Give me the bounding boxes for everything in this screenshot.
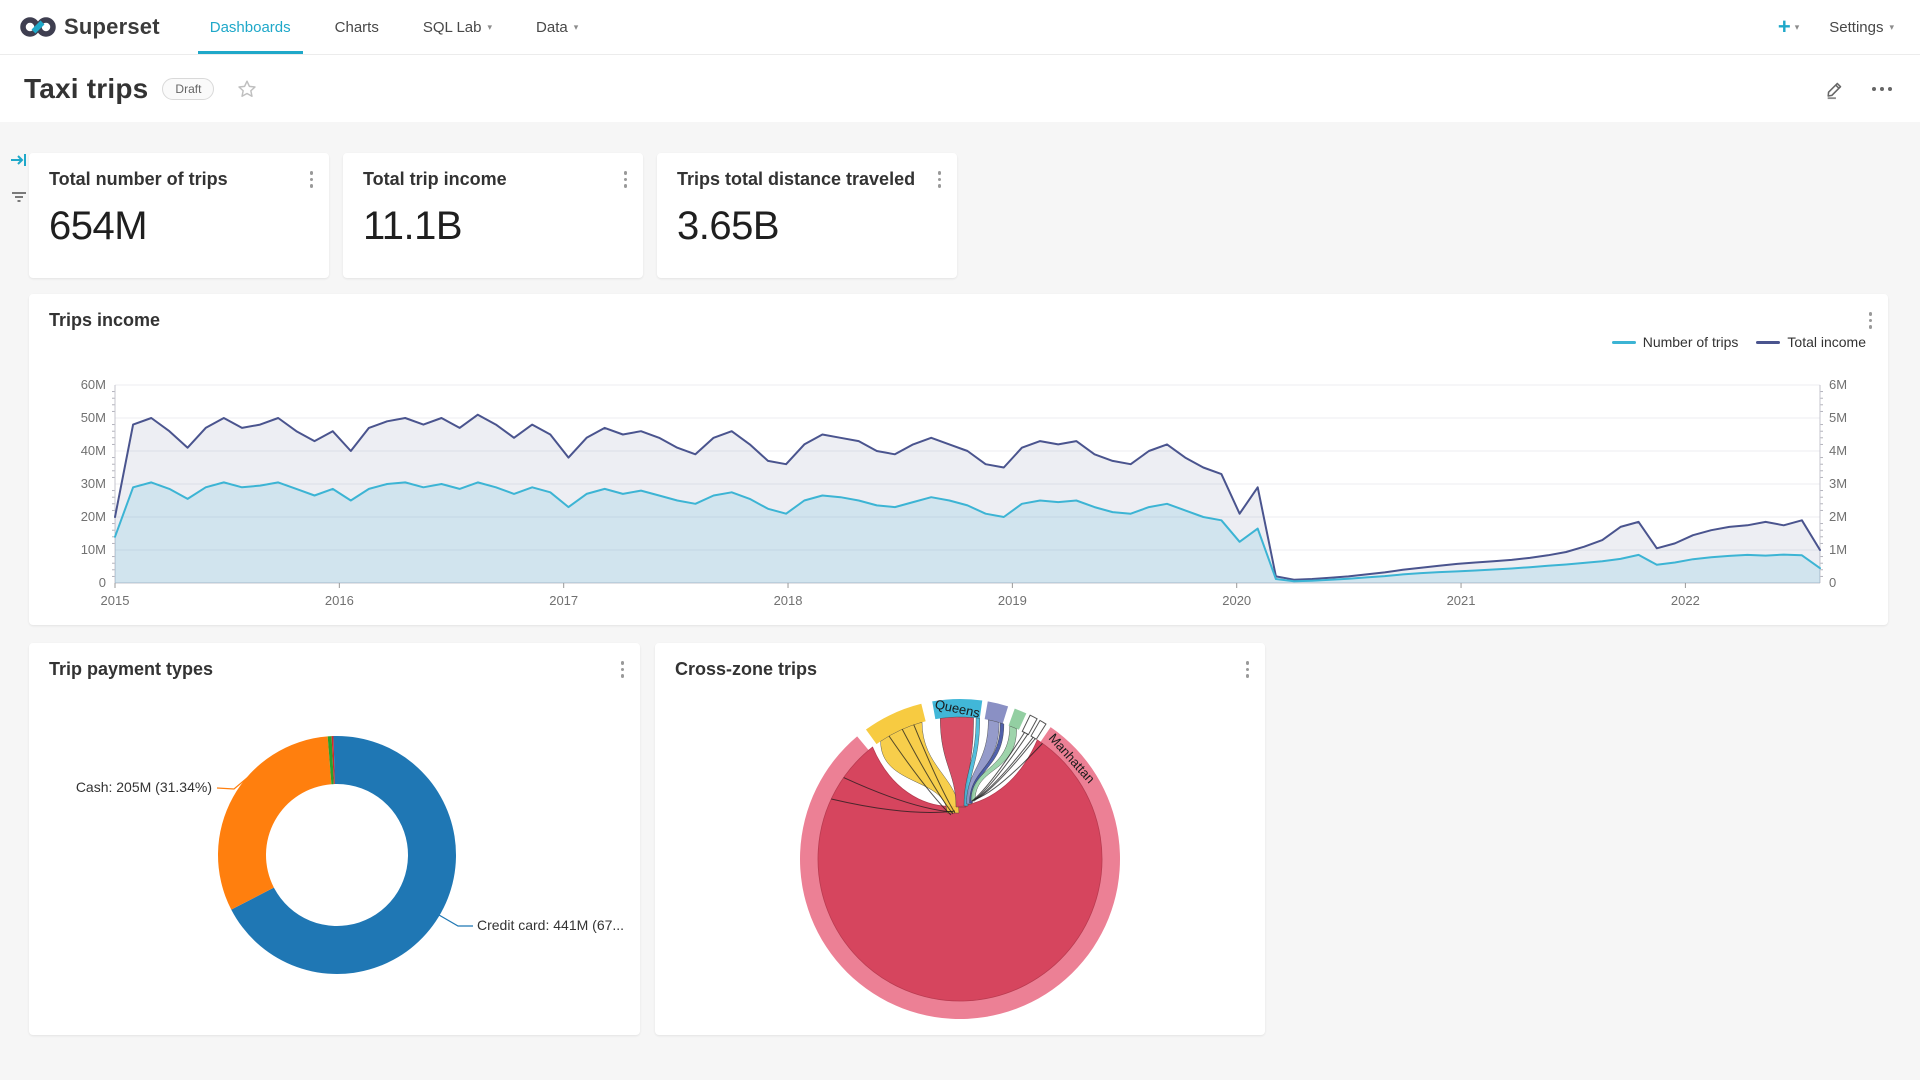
svg-text:60M: 60M bbox=[81, 377, 106, 392]
new-item-button[interactable]: + ▾ bbox=[1778, 14, 1799, 40]
svg-text:2017: 2017 bbox=[549, 593, 578, 608]
trips-income-card: Trips income Number of trips Total incom… bbox=[29, 294, 1888, 625]
chart-legend: Number of trips Total income bbox=[1611, 334, 1866, 350]
kpi-card-trip-income: Total trip income 11.1B bbox=[343, 153, 643, 278]
svg-text:6M: 6M bbox=[1829, 377, 1847, 392]
svg-text:0: 0 bbox=[1829, 575, 1836, 590]
kpi-title: Total number of trips bbox=[49, 169, 228, 189]
kebab-menu-icon[interactable] bbox=[617, 657, 629, 682]
kpi-card-total-trips: Total number of trips 654M bbox=[29, 153, 329, 278]
plus-icon: + bbox=[1777, 14, 1791, 39]
kpi-value: 3.65B bbox=[677, 204, 780, 248]
kpi-title: Total trip income bbox=[363, 169, 507, 189]
superset-logo[interactable]: Superset bbox=[20, 0, 160, 54]
svg-text:3M: 3M bbox=[1829, 476, 1847, 491]
kpi-value: 11.1B bbox=[363, 204, 463, 248]
filter-bar-rail bbox=[8, 150, 30, 212]
svg-text:2016: 2016 bbox=[325, 593, 354, 608]
bottom-row: Trip payment types Cash: 205M (31.34%) Cr… bbox=[29, 643, 1888, 1035]
navbar: Superset Dashboards Charts SQL Lab ▾ Dat… bbox=[0, 0, 1920, 55]
nav-tab-data[interactable]: Data ▾ bbox=[536, 18, 579, 36]
svg-text:5M: 5M bbox=[1829, 410, 1847, 425]
svg-text:20M: 20M bbox=[81, 509, 106, 524]
svg-text:Credit card: 441M (67...: Credit card: 441M (67... bbox=[477, 917, 624, 933]
payment-types-card: Trip payment types Cash: 205M (31.34%) Cr… bbox=[29, 643, 640, 1035]
kpi-value: 654M bbox=[49, 204, 148, 248]
line-chart-plot[interactable]: 60M 6M 50M 5M 40M 4M 30M 3M 20M 2M 10M 1M 0 0 2015 2016… bbox=[39, 369, 1878, 621]
edit-pencil-icon[interactable] bbox=[1824, 78, 1846, 100]
chevron-down-icon: ▾ bbox=[487, 21, 493, 32]
kpi-row: Total number of trips 654M Total trip in… bbox=[29, 153, 1888, 278]
svg-text:30M: 30M bbox=[81, 476, 106, 491]
more-actions-icon[interactable] bbox=[1872, 86, 1892, 91]
kebab-menu-icon[interactable] bbox=[1242, 657, 1254, 682]
kebab-menu-icon[interactable] bbox=[620, 167, 632, 192]
nav-tab-dashboards[interactable]: Dashboards bbox=[188, 0, 313, 54]
svg-text:2015: 2015 bbox=[101, 593, 130, 608]
nav-tab-sql-lab[interactable]: SQL Lab ▾ bbox=[422, 18, 493, 36]
cross-zone-card: Cross-zone trips Queens Manhattan bbox=[655, 643, 1265, 1035]
svg-text:40M: 40M bbox=[81, 443, 106, 458]
kebab-menu-icon[interactable] bbox=[306, 167, 318, 192]
favorite-star-icon[interactable] bbox=[236, 78, 258, 100]
chart-title: Trips income bbox=[49, 310, 161, 330]
svg-text:2018: 2018 bbox=[774, 593, 803, 608]
dashboard-header: Taxi trips Draft bbox=[0, 55, 1920, 122]
kebab-menu-icon[interactable] bbox=[934, 167, 946, 192]
svg-text:2020: 2020 bbox=[1222, 593, 1251, 608]
dashboard-grid: Total number of trips 654M Total trip in… bbox=[0, 122, 1920, 1035]
nav-tab-charts[interactable]: Charts bbox=[334, 18, 379, 36]
status-badge: Draft bbox=[162, 77, 215, 100]
chart-title: Cross-zone trips bbox=[675, 659, 818, 679]
brand-name: Superset bbox=[64, 14, 160, 39]
page-title: Taxi trips bbox=[24, 72, 149, 104]
chart-title: Trip payment types bbox=[49, 659, 214, 679]
filter-list-icon[interactable] bbox=[9, 187, 29, 212]
donut-chart[interactable]: Cash: 205M (31.34%) Credit card: 441M (67… bbox=[29, 643, 640, 1035]
svg-text:0: 0 bbox=[99, 575, 106, 590]
nav-tabs: Dashboards Charts SQL Lab ▾ Data ▾ bbox=[188, 0, 600, 54]
svg-text:2019: 2019 bbox=[998, 593, 1027, 608]
svg-text:4M: 4M bbox=[1829, 443, 1847, 458]
kpi-card-total-distance: Trips total distance traveled 3.65B bbox=[657, 153, 957, 278]
svg-text:Cash: 205M (31.34%): Cash: 205M (31.34%) bbox=[76, 779, 212, 795]
svg-text:10M: 10M bbox=[81, 542, 106, 557]
legend-swatch bbox=[1611, 340, 1636, 344]
svg-text:2022: 2022 bbox=[1671, 593, 1700, 608]
expand-filter-bar-icon[interactable] bbox=[9, 150, 29, 175]
svg-text:50M: 50M bbox=[81, 410, 106, 425]
chevron-down-icon: ▾ bbox=[1794, 21, 1800, 32]
settings-menu[interactable]: Settings ▾ bbox=[1829, 18, 1894, 36]
svg-text:1M: 1M bbox=[1829, 542, 1847, 557]
kebab-menu-icon[interactable] bbox=[1865, 308, 1877, 333]
infinity-logo-icon bbox=[20, 14, 56, 40]
svg-text:2021: 2021 bbox=[1447, 593, 1476, 608]
legend-swatch bbox=[1756, 340, 1781, 344]
chevron-down-icon: ▾ bbox=[573, 21, 579, 32]
chevron-down-icon: ▾ bbox=[1889, 21, 1894, 32]
kpi-title: Trips total distance traveled bbox=[677, 169, 916, 189]
svg-text:2M: 2M bbox=[1829, 509, 1847, 524]
legend-total-income[interactable]: Total income bbox=[1756, 334, 1866, 350]
legend-number-of-trips[interactable]: Number of trips bbox=[1611, 334, 1738, 350]
